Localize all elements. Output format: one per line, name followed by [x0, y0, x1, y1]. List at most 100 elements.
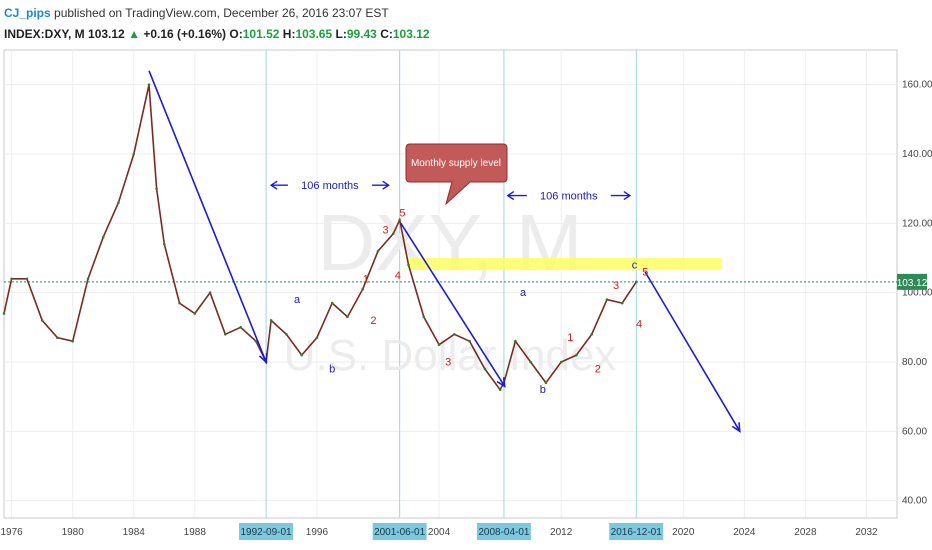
last-price: 103.12 — [88, 27, 125, 41]
price-point — [86, 277, 90, 281]
callout-text: Monthly supply level — [411, 158, 501, 169]
date-tag-label: 2001-06-01 — [374, 527, 426, 538]
x-tick-label: 1996 — [306, 527, 329, 538]
trend-arrows[interactable] — [148, 70, 741, 433]
price-point — [239, 326, 242, 329]
x-tick-label: 2004 — [428, 527, 451, 538]
arrow-head-right — [623, 191, 632, 201]
publish-line: CJ_pips published on TradingView.com, De… — [4, 6, 389, 20]
price-point — [269, 319, 273, 322]
x-tick-label: 1976 — [1, 527, 24, 538]
chart-header: CJ_pips published on TradingView.com, De… — [0, 0, 932, 46]
author-link[interactable]: CJ_pips — [4, 6, 51, 20]
price-point — [208, 291, 212, 294]
price-point — [315, 336, 319, 340]
price-point — [483, 367, 487, 371]
price-point — [10, 277, 13, 281]
price-point — [376, 249, 380, 253]
price-point — [453, 332, 456, 336]
watermark-symbol: DXY, M — [317, 198, 582, 287]
price-point — [71, 339, 74, 343]
last-price-tag-label: 103.12 — [897, 278, 928, 289]
price-point — [559, 360, 563, 364]
wave-label: a — [294, 294, 301, 306]
wave-label: 3 — [383, 225, 389, 237]
trend-arrow — [400, 222, 506, 387]
open-value: 101.52 — [242, 27, 280, 41]
price-point — [25, 277, 29, 281]
low-value: 99.43 — [346, 27, 377, 41]
price-point — [56, 336, 59, 340]
last-price-tag — [897, 273, 927, 290]
price-series — [2, 83, 638, 392]
arrow-head — [731, 422, 741, 433]
grid — [4, 50, 897, 518]
arrow-head-right — [382, 180, 390, 190]
price-point — [407, 263, 410, 267]
price-point — [155, 187, 158, 190]
price-point — [162, 242, 166, 246]
price-point — [117, 201, 120, 204]
close-label: C: — [380, 27, 393, 41]
arrow-head-left — [506, 191, 515, 201]
wave-label: 5 — [642, 266, 648, 278]
price-point — [147, 83, 151, 86]
price-point — [514, 339, 517, 343]
price-point — [437, 343, 441, 346]
publish-info: published on TradingView.com, December 2… — [54, 6, 389, 20]
close-value: 103.12 — [392, 27, 430, 41]
price-point — [590, 332, 594, 336]
date-tag-label: 2008-04-01 — [478, 527, 530, 538]
date-tag-label: 1992-09-01 — [240, 527, 292, 538]
arrow-head — [496, 377, 506, 388]
trend-arrow — [148, 70, 267, 363]
x-tick-label: 2032 — [855, 527, 878, 538]
low-label: L: — [335, 27, 347, 41]
x-axis: 1976 1980 1984 1988 1996 2004 2012 2020 2024 2028… — [1, 517, 897, 538]
high-label: H: — [282, 27, 296, 41]
price-point — [422, 315, 426, 319]
date-tag — [239, 523, 294, 540]
price-point — [101, 235, 105, 239]
y-tick-label: 60.00 — [902, 426, 927, 437]
price-point — [2, 312, 6, 315]
high-value: 103.65 — [295, 27, 333, 41]
price-point — [398, 218, 401, 222]
arrow-head — [258, 352, 268, 364]
wave-label: a — [520, 287, 527, 299]
date-tag — [476, 523, 531, 540]
price-point — [40, 319, 44, 322]
wave-label: b — [540, 384, 546, 396]
up-arrow-icon: ▲ — [128, 27, 140, 41]
price-point — [285, 332, 288, 336]
y-tick-label: 80.00 — [902, 357, 927, 368]
price-point — [224, 332, 227, 336]
x-tick-label: 2024 — [733, 527, 756, 538]
x-tick-label: 2020 — [672, 527, 695, 538]
callout-box[interactable] — [405, 143, 508, 206]
y-tick-label: 40.00 — [902, 496, 927, 507]
y-tick-label: 140.00 — [902, 149, 932, 160]
price-point — [498, 388, 502, 392]
trend-arrow — [644, 271, 741, 432]
wave-label: 2 — [370, 315, 376, 327]
y-tick-label: 160.00 — [902, 80, 932, 91]
supply-zone[interactable] — [408, 258, 722, 271]
wave-label: 5 — [399, 207, 405, 219]
wave-label: c — [632, 259, 638, 271]
wave-label: 4 — [395, 270, 401, 282]
supply-callout[interactable]: Monthly supply level — [405, 143, 508, 206]
price-point — [330, 301, 334, 305]
duration-label: 106 months — [540, 191, 598, 203]
price-point — [132, 152, 136, 156]
y-tick-label: 100.00 — [902, 288, 932, 299]
price-point — [468, 339, 471, 343]
price-point — [346, 315, 349, 319]
y-axis: 40.00 60.00 80.00 100.00 120.00 140.00 160.00 — [902, 80, 932, 507]
price-point — [605, 298, 609, 301]
price-point — [300, 353, 303, 357]
supply-zone-rect — [408, 258, 722, 271]
wave-label: 2 — [595, 363, 601, 375]
